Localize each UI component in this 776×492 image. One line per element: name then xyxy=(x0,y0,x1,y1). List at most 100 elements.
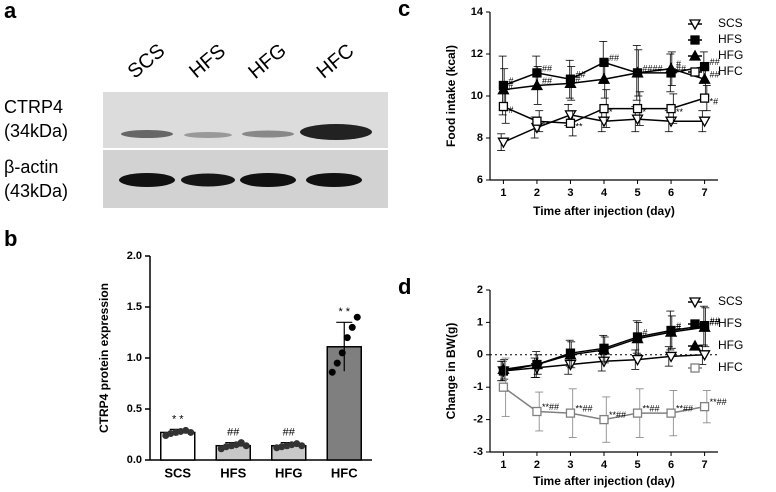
legend-label: SCS xyxy=(718,294,743,308)
x-tick-label: 2 xyxy=(534,187,540,199)
panel-label: d xyxy=(398,274,411,299)
data-point xyxy=(599,414,609,425)
y-tick-label: 1.5 xyxy=(127,301,142,313)
data-point xyxy=(565,118,576,128)
annotation: **## xyxy=(609,410,626,420)
data-point xyxy=(348,323,356,331)
annotation: * xyxy=(643,107,647,117)
annotation: ## xyxy=(575,70,585,80)
legend-label: HFC xyxy=(718,64,743,78)
x-tick-label: 3 xyxy=(567,187,573,199)
legend-marker xyxy=(690,319,700,329)
legend-label: HFC xyxy=(718,360,743,374)
panel-label: c xyxy=(398,0,410,21)
data-point xyxy=(631,355,644,366)
blot-band xyxy=(121,130,173,138)
annotation: ## xyxy=(710,318,720,328)
y-tick-label: -2 xyxy=(473,414,483,426)
x-axis-title: Time after injection (day) xyxy=(533,204,675,218)
x-tick-label: 7 xyxy=(702,459,708,471)
y-tick-label: 0.0 xyxy=(127,454,142,466)
data-point xyxy=(699,93,710,103)
data-point xyxy=(565,408,576,418)
blot-band xyxy=(306,173,362,187)
x-tick-label: 5 xyxy=(634,459,640,471)
y-tick-label: 2.0 xyxy=(127,250,142,262)
data-point xyxy=(532,68,542,78)
data-point xyxy=(664,62,678,74)
annotation: # xyxy=(575,74,580,84)
data-point xyxy=(698,320,711,332)
annotation: **## xyxy=(542,402,559,412)
y-tick-label: -1 xyxy=(473,381,483,393)
data-point xyxy=(631,66,644,78)
blot-band xyxy=(240,173,296,187)
legend-marker xyxy=(690,35,700,45)
annotation: # xyxy=(508,105,513,115)
data-point xyxy=(497,137,510,149)
data-point xyxy=(699,401,710,412)
annotation: # xyxy=(643,327,648,337)
annotation: ** xyxy=(575,122,583,132)
data-point xyxy=(338,349,346,357)
x-tick-label: 6 xyxy=(668,187,674,199)
annotation: * xyxy=(609,107,613,117)
data-point xyxy=(242,442,250,450)
x-tick-label: 5 xyxy=(634,187,640,199)
x-tick-label: 4 xyxy=(601,187,608,199)
legend-marker xyxy=(688,297,702,309)
y-tick-label: 1 xyxy=(477,316,483,328)
data-point xyxy=(343,334,351,342)
blot-band xyxy=(242,130,294,138)
annotation: **## xyxy=(643,403,660,413)
annotation: ## xyxy=(609,53,619,63)
y-tick-label: 6 xyxy=(477,174,483,186)
annotation: * * xyxy=(338,306,350,318)
y-axis-title: Change in BW(g) xyxy=(444,323,458,420)
annotation: ## xyxy=(710,316,720,326)
x-tick-label: HFG xyxy=(275,465,302,480)
annotation: ## xyxy=(710,57,720,67)
lane-label: HFG xyxy=(244,39,290,83)
data-point xyxy=(599,57,609,68)
legend-marker xyxy=(688,19,702,31)
legend-marker xyxy=(690,67,700,77)
data-point xyxy=(530,79,544,91)
data-point xyxy=(632,408,643,418)
panel-label: b xyxy=(4,226,17,251)
data-point xyxy=(564,77,577,89)
x-axis-title: Time after injection (day) xyxy=(533,474,675,488)
legend-label: SCS xyxy=(718,16,743,30)
x-tick-label: HFC xyxy=(331,465,358,480)
annotation: **## xyxy=(575,403,592,413)
blot-band xyxy=(184,132,232,138)
x-tick-label: 6 xyxy=(668,459,674,471)
data-point xyxy=(698,72,711,84)
annotation: # xyxy=(676,322,681,332)
annotation: #### xyxy=(643,63,663,73)
y-tick-label: -3 xyxy=(473,446,483,458)
row-size: (34kDa) xyxy=(4,121,68,141)
annotation: ** xyxy=(542,120,550,130)
annotation: **## xyxy=(710,397,727,407)
annotation: ## xyxy=(542,76,552,86)
data-point xyxy=(328,368,336,376)
x-tick-label: 2 xyxy=(534,459,540,471)
annotation: # xyxy=(676,321,681,331)
blot-band xyxy=(181,173,235,187)
annotation: # xyxy=(676,59,681,69)
data-point xyxy=(532,116,542,126)
x-tick-label: SCS xyxy=(164,465,191,480)
data-point xyxy=(699,61,710,72)
x-tick-label: 4 xyxy=(601,459,608,471)
data-point xyxy=(333,359,341,367)
data-point xyxy=(237,439,245,447)
data-point xyxy=(298,442,306,450)
annotation: * * xyxy=(172,413,184,425)
legend-label: HFG xyxy=(718,338,743,352)
annotation: ## xyxy=(283,427,296,439)
data-point xyxy=(698,116,711,128)
y-tick-label: 12 xyxy=(471,48,483,60)
y-tick-label: 0 xyxy=(477,349,483,361)
